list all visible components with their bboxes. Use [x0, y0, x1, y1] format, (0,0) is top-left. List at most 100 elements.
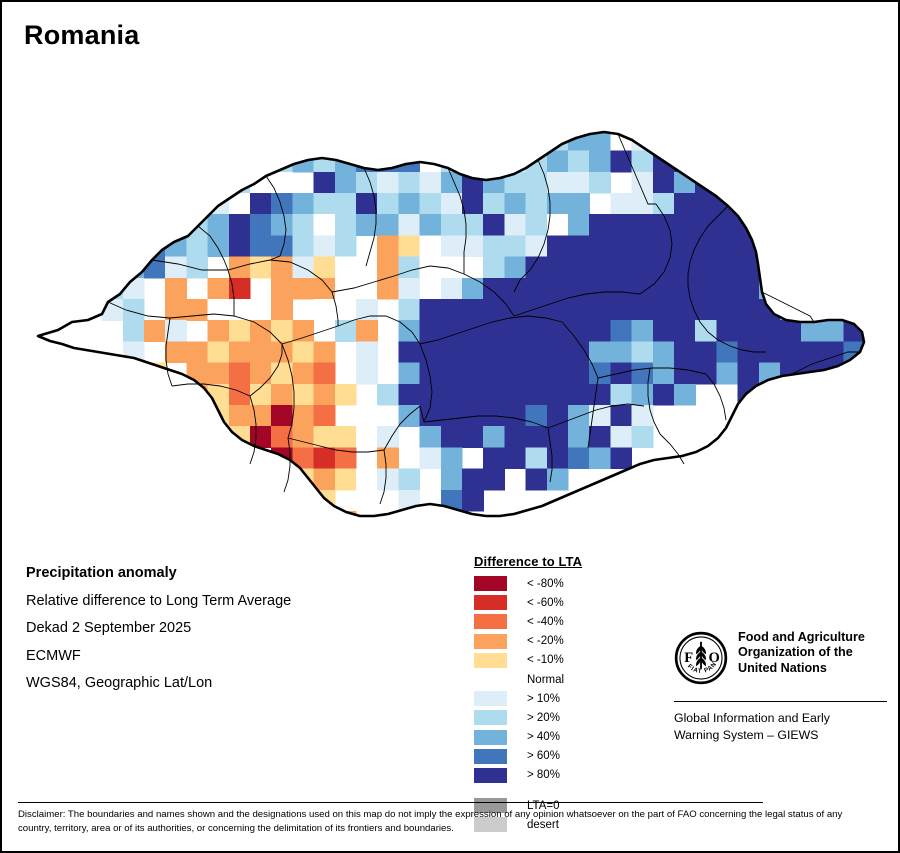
- anomaly-cell: [271, 256, 293, 279]
- anomaly-cell: [674, 320, 696, 342]
- anomaly-cell: [525, 214, 548, 236]
- anomaly-cell: [758, 193, 781, 215]
- anomaly-cell: [632, 87, 654, 109]
- legend-row-class-1: < -60%: [474, 593, 644, 612]
- anomaly-cell: [525, 299, 548, 321]
- anomaly-cell: [610, 87, 632, 109]
- anomaly-cell: [695, 362, 717, 385]
- giews-line-1: Global Information and Early: [674, 711, 830, 725]
- anomaly-cell: [758, 214, 781, 236]
- map-canvas[interactable]: [2, 64, 898, 524]
- anomaly-cell: [440, 426, 463, 448]
- anomaly-cell: [589, 256, 611, 279]
- info-line-1: Precipitation anomaly: [26, 565, 177, 581]
- anomaly-cell: [377, 383, 399, 406]
- anomaly-cell: [525, 256, 548, 279]
- anomaly-cell: [292, 235, 315, 258]
- romania-anomaly-map[interactable]: [2, 64, 898, 524]
- anomaly-cell: [483, 341, 505, 364]
- anomaly-cell: [801, 405, 823, 427]
- legend-swatch: [474, 633, 507, 649]
- anomaly-cell: [674, 383, 696, 406]
- anomaly-cell: [674, 214, 696, 236]
- anomaly-cell: [652, 320, 675, 342]
- info-line-5: WGS84, Geographic Lat/Lon: [26, 675, 213, 691]
- anomaly-cell: [652, 132, 675, 152]
- anomaly-cell: [356, 193, 378, 215]
- anomaly-cell: [356, 489, 378, 512]
- anomaly-cell: [228, 341, 251, 364]
- anomaly-cell: [398, 171, 421, 194]
- anomaly-cell: [440, 468, 463, 491]
- anomaly-cell: [631, 341, 654, 364]
- anomaly-cell: [483, 256, 505, 279]
- anomaly-cell: [568, 320, 590, 342]
- anomaly-cell: [525, 132, 548, 152]
- legend-swatch: [474, 595, 507, 611]
- anomaly-cell: [780, 320, 802, 342]
- anomaly-cell: [716, 277, 739, 300]
- anomaly-cell: [695, 320, 717, 342]
- anomaly-cell: [546, 150, 569, 173]
- anomaly-cell: [398, 132, 421, 152]
- legend-row-class-0: < -80%: [474, 574, 644, 593]
- anomaly-cell: [228, 320, 251, 342]
- anomaly-cell: [737, 277, 760, 300]
- anomaly-cell: [758, 362, 781, 385]
- anomaly-cell: [546, 383, 569, 406]
- legend-swatch: [474, 710, 507, 726]
- anomaly-cell: [334, 447, 357, 470]
- legend-gap: [474, 785, 644, 796]
- anomaly-cell: [652, 193, 675, 215]
- anomaly-cell: [186, 341, 209, 364]
- anomaly-cell: [313, 447, 336, 470]
- legend-swatch: [474, 652, 507, 668]
- anomaly-cell: [377, 193, 399, 215]
- anomaly-cell: [144, 320, 166, 342]
- anomaly-cell: [292, 362, 315, 385]
- anomaly-cell: [695, 87, 717, 109]
- anomaly-cell: [652, 341, 675, 364]
- anomaly-cell: [546, 341, 569, 364]
- anomaly-cell: [207, 426, 230, 448]
- legend-row-class-7: > 20%: [474, 708, 644, 727]
- anomaly-cell: [250, 235, 272, 258]
- anomaly-cell: [313, 362, 336, 385]
- anomaly-cell: [568, 426, 590, 448]
- anomaly-cell: [207, 214, 230, 236]
- anomaly-cell: [737, 193, 760, 215]
- anomaly-cell: [228, 193, 251, 215]
- anomaly-cell: [165, 341, 187, 364]
- anomaly-cell: [674, 256, 696, 279]
- anomaly-cell: [419, 426, 442, 448]
- fao-name-line-2: Organization of the: [738, 645, 853, 660]
- anomaly-cell: [292, 320, 315, 342]
- anomaly-cell: [631, 256, 654, 279]
- admin-boundaries: [107, 133, 860, 505]
- anomaly-cell: [525, 277, 548, 300]
- anomaly-cell: [610, 214, 633, 236]
- anomaly-cell: [313, 171, 336, 194]
- anomaly-cell: [716, 256, 739, 279]
- anomaly-cell: [419, 193, 442, 215]
- anomaly-cell: [228, 256, 251, 279]
- anomaly-cell: [801, 383, 823, 406]
- anomaly-cell: [631, 214, 654, 236]
- legend-row-class-8: > 40%: [474, 728, 644, 747]
- anomaly-cell: [822, 320, 845, 342]
- anomaly-cell: [504, 447, 527, 470]
- anomaly-cell: [546, 320, 569, 342]
- anomaly-cell: [716, 214, 739, 236]
- anomaly-cell: [313, 299, 336, 321]
- anomaly-cell: [462, 299, 484, 321]
- anomaly-cell: [483, 193, 505, 215]
- anomaly-cell: [737, 341, 760, 364]
- anomaly-cell: [631, 405, 654, 427]
- anomaly-cell: [271, 405, 293, 427]
- anomaly-cell: [610, 193, 633, 215]
- anomaly-cell: [271, 299, 293, 321]
- anomaly-cell: [568, 383, 590, 406]
- anomaly-cell: [631, 193, 654, 215]
- anomaly-cell: [504, 320, 527, 342]
- anomaly-cell: [398, 214, 421, 236]
